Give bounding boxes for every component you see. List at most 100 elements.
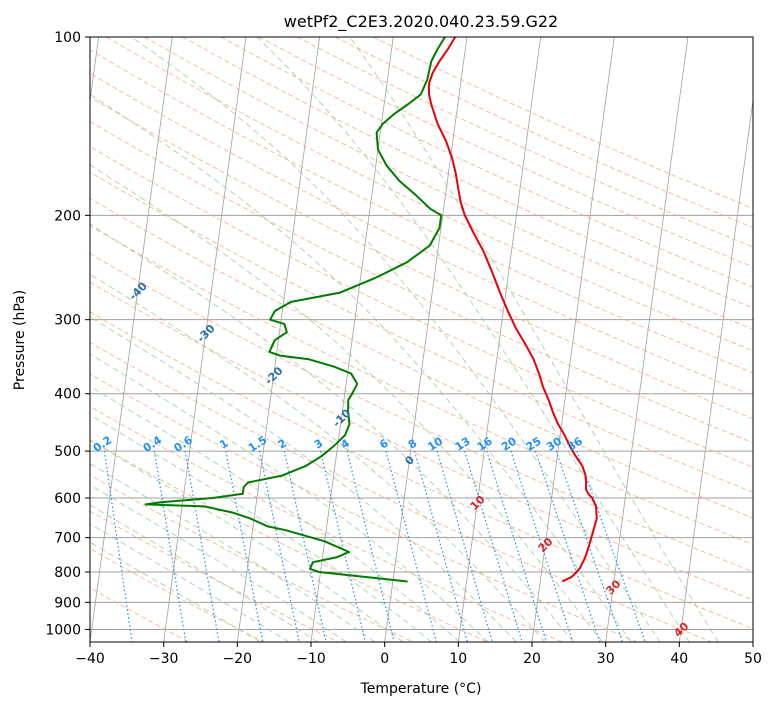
moist-adiabat xyxy=(90,414,432,642)
chart-title: wetPf2_C2E3.2020.040.23.59.G22 xyxy=(284,12,558,32)
mixing-ratio-line xyxy=(436,450,493,642)
isotherm-line xyxy=(236,37,321,642)
dry-adiabat xyxy=(90,171,753,493)
y-tick-label: 900 xyxy=(54,595,81,611)
isotherm-line xyxy=(457,37,542,642)
dry-adiabat xyxy=(90,225,753,546)
dry-adiabat xyxy=(106,37,753,352)
dry-adiabat xyxy=(90,341,712,642)
dry-adiabat xyxy=(90,120,753,444)
x-tick-label: 50 xyxy=(744,651,762,667)
isotherm-line xyxy=(90,37,173,642)
dry-adiabat xyxy=(90,145,753,468)
y-tick-label: 700 xyxy=(54,531,81,547)
moist-adiabat xyxy=(349,37,719,642)
x-tick-label: 30 xyxy=(597,651,615,667)
axes: −40 −30 −20 −10 0 10 20 30 40 5010020030040050060… xyxy=(45,30,762,667)
moist-adiabat xyxy=(256,37,690,642)
isotherm-line xyxy=(163,37,247,642)
isotherm-line xyxy=(605,37,689,642)
mixing-ratio-line xyxy=(319,450,366,642)
dry-adiabat xyxy=(90,281,753,601)
mixing-ratio-line xyxy=(576,450,646,642)
background-grid xyxy=(90,37,753,642)
temperature-line xyxy=(427,37,598,583)
x-tick-label: −20 xyxy=(223,651,253,667)
moist-adiabat xyxy=(90,353,489,642)
moist-adiabat xyxy=(131,37,661,642)
y-tick-label: 500 xyxy=(54,444,81,460)
dry-adiabat-label: 10 xyxy=(468,493,488,513)
x-tick-label: 20 xyxy=(523,651,541,667)
dry-adiabat xyxy=(90,510,339,642)
moist-adiabat xyxy=(90,523,290,642)
y-axis-label: Pressure (hPa) xyxy=(12,290,28,390)
dry-adiabat xyxy=(90,405,563,642)
x-tick-label: −30 xyxy=(149,651,179,667)
x-axis-label: Temperature (°C) xyxy=(360,681,482,697)
moist-adiabat xyxy=(90,484,347,642)
mixing-ratio-line xyxy=(346,450,395,642)
y-tick-label: 400 xyxy=(54,387,81,403)
moist-adiabat xyxy=(90,385,461,642)
dry-adiabat xyxy=(90,49,753,374)
mixing-ratio-line xyxy=(464,450,523,642)
mixing-ratio-label: 8 xyxy=(406,437,420,452)
dry-adiabat xyxy=(90,548,264,642)
mixing-ratio-label: 4 xyxy=(338,436,352,451)
mixing-ratio-line xyxy=(510,450,574,642)
dry-adiabat-label: 40 xyxy=(671,620,691,640)
dry-adiabat xyxy=(334,37,753,229)
mixing-ratio-label: 0.4 xyxy=(141,433,165,455)
dry-adiabat xyxy=(258,37,753,268)
profile-lines xyxy=(144,37,598,583)
mixing-ratio-line xyxy=(258,450,300,642)
dry-adiabat xyxy=(182,37,753,309)
isotherm-line xyxy=(752,639,753,642)
dry-adiabat xyxy=(373,37,753,210)
mixing-ratio-line xyxy=(486,450,547,642)
dry-adiabat-label: 30 xyxy=(603,577,623,597)
moist-adiabat xyxy=(90,273,546,642)
x-tick-label: −10 xyxy=(296,651,326,667)
mixing-ratio-line xyxy=(535,450,601,642)
moist-adiabat xyxy=(90,93,632,642)
dry-adiabat-label: -60 xyxy=(0,195,14,218)
plot-frame xyxy=(89,36,754,643)
x-tick-label: 40 xyxy=(670,651,688,667)
dry-adiabat xyxy=(90,96,753,420)
dry-adiabat xyxy=(90,72,753,397)
isotherm-line xyxy=(90,37,100,104)
mixing-ratio-line xyxy=(413,450,469,642)
dry-adiabat xyxy=(220,37,753,288)
y-tick-label: 300 xyxy=(54,313,81,329)
mixing-ratio-label: 6 xyxy=(377,436,391,451)
y-tick-label: 200 xyxy=(54,208,81,224)
y-tick-label: 100 xyxy=(54,30,81,46)
isotherm-line xyxy=(678,97,753,642)
x-tick-label: 10 xyxy=(449,651,467,667)
dry-adiabat-label: -50 xyxy=(59,237,82,260)
dry-adiabat xyxy=(90,253,753,573)
dry-adiabat xyxy=(90,439,488,642)
dewpoint-line xyxy=(144,37,446,583)
mixing-ratio-label: 1 xyxy=(217,437,231,452)
isotherm-line xyxy=(384,37,468,642)
dry-adiabat-label: -10 xyxy=(330,406,353,429)
moist-adiabat xyxy=(90,223,574,642)
dry-adiabat-label: -20 xyxy=(262,364,285,387)
dry-adiabat xyxy=(90,311,753,630)
x-tick-label: 0 xyxy=(380,651,389,667)
mixing-ratio-line xyxy=(225,450,264,642)
mixing-ratio-line xyxy=(103,451,133,642)
moist-adiabat xyxy=(90,316,517,642)
y-tick-label: 600 xyxy=(54,491,81,507)
y-tick-label: 1000 xyxy=(45,622,81,638)
y-tick-label: 800 xyxy=(54,565,81,581)
isotherm-line xyxy=(531,37,615,642)
mixing-ratio-label: 1.5 xyxy=(246,433,269,455)
moist-adiabat xyxy=(90,164,603,642)
x-tick-label: −40 xyxy=(75,651,105,667)
mixing-ratio-line xyxy=(385,450,437,642)
